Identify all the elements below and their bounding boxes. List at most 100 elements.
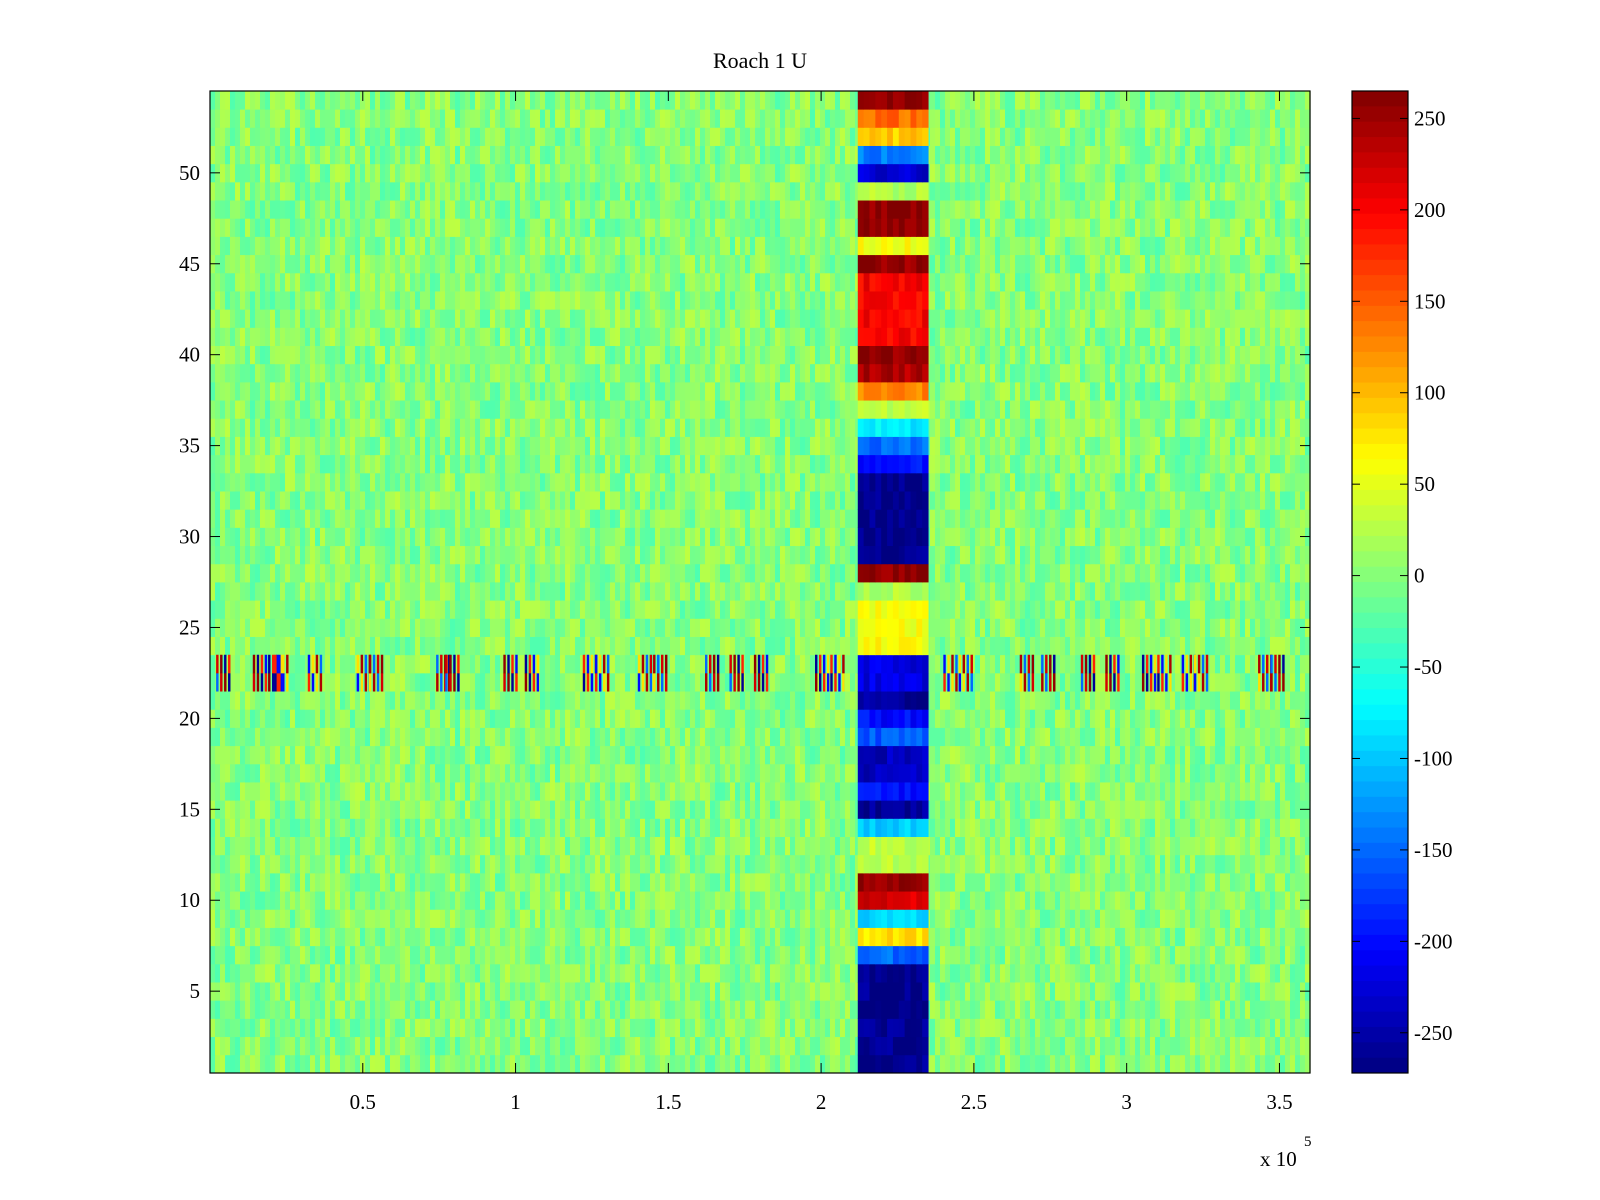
heatmap-cell — [1155, 1000, 1161, 1019]
heatmap-cell — [410, 909, 416, 928]
heatmap-cell — [325, 800, 331, 819]
heatmap-cell — [1175, 1018, 1181, 1038]
heatmap-cell — [345, 727, 351, 747]
heatmap-cell — [690, 1054, 696, 1074]
heatmap-cell — [990, 872, 996, 892]
heatmap-cell — [260, 800, 266, 819]
heatmap-cell — [995, 1000, 1001, 1019]
heatmap-cell — [685, 909, 691, 928]
heatmap-cell — [365, 891, 371, 910]
heatmap-cell — [345, 763, 351, 783]
heatmap-cell — [295, 782, 301, 801]
heatmap-cell — [830, 763, 836, 783]
heatmap-cell — [260, 909, 266, 928]
heatmap-cell — [710, 945, 716, 965]
heatmap-cell — [635, 963, 641, 983]
heatmap-cell — [805, 654, 811, 674]
heatmap-cell — [435, 782, 441, 801]
heatmap-cell — [1270, 1018, 1276, 1038]
heatmap-cell — [210, 927, 216, 947]
heatmap-cell — [1250, 818, 1256, 837]
heatmap-cell — [965, 800, 971, 819]
heatmap-cell — [600, 945, 606, 965]
heatmap-cell — [1280, 818, 1286, 837]
heatmap-cell — [405, 763, 411, 783]
heatmap-cell — [850, 818, 856, 837]
heatmap-cell — [365, 1054, 371, 1074]
heatmap-cell — [1275, 691, 1281, 710]
heatmap-cell — [460, 854, 466, 874]
heatmap-cell — [355, 945, 361, 965]
heatmap-cell — [445, 782, 451, 801]
heatmap-cell — [570, 945, 576, 965]
heatmap-cell — [1010, 891, 1016, 910]
heatmap-cell — [935, 654, 941, 674]
heatmap-cell — [1085, 963, 1091, 983]
heatmap-cell — [410, 654, 416, 674]
heatmap-cell — [680, 891, 686, 910]
heatmap-cell — [480, 763, 486, 783]
heatmap-cell — [370, 963, 376, 983]
heatmap-cell — [765, 1018, 771, 1038]
heatmap-cell — [1075, 1036, 1081, 1056]
heatmap-cell — [510, 763, 516, 783]
heatmap-cell — [1215, 891, 1221, 910]
heatmap-cell — [1155, 872, 1161, 892]
heatmap-cell — [935, 709, 941, 728]
heatmap-cell — [590, 727, 596, 747]
heatmap-cell — [1065, 1054, 1071, 1074]
heatmap-cell — [985, 818, 991, 837]
heatmap-cell — [995, 872, 1001, 892]
heatmap-cell — [1035, 672, 1041, 692]
heatmap-cell — [705, 1000, 711, 1019]
heatmap-cell — [775, 945, 781, 965]
heatmap-cell — [1250, 745, 1256, 765]
heatmap-cell — [1270, 745, 1276, 765]
heatmap-cell — [720, 654, 726, 674]
heatmap-cell — [720, 709, 726, 728]
heatmap-cell — [1085, 872, 1091, 892]
heatmap-cell — [1295, 782, 1301, 801]
heatmap-cell — [495, 1018, 501, 1038]
heatmap-cell — [1300, 909, 1306, 928]
heatmap-cell — [425, 945, 431, 965]
heatmap-cell — [975, 945, 981, 965]
heatmap-cell — [1080, 1000, 1086, 1019]
heatmap-cell — [1090, 763, 1096, 783]
heatmap-cell — [240, 745, 246, 765]
heatmap-cell — [300, 782, 306, 801]
heatmap-cell — [1300, 872, 1306, 892]
heatmap-cell — [470, 1018, 476, 1038]
heatmap-cell — [395, 945, 401, 965]
heatmap-cell — [320, 927, 326, 947]
heatmap-cell — [1150, 672, 1156, 692]
heatmap-cell — [300, 963, 306, 983]
heatmap-cell — [1025, 909, 1031, 928]
heatmap-cell — [1065, 836, 1071, 856]
heatmap-cell — [600, 727, 606, 747]
heatmap-cell — [740, 691, 746, 710]
heatmap-cell — [490, 1054, 496, 1074]
heatmap-cell — [715, 945, 721, 965]
heatmap-cell — [570, 672, 576, 692]
heatmap-cell — [720, 672, 726, 692]
heatmap-cell — [1165, 982, 1171, 1001]
heatmap-cell — [840, 782, 846, 801]
heatmap-cell — [675, 1000, 681, 1019]
heatmap-cell — [365, 1000, 371, 1019]
heatmap-cell — [1205, 909, 1211, 928]
heatmap-cell — [1240, 672, 1246, 692]
heatmap-cell — [690, 727, 696, 747]
heatmap-cell — [425, 1036, 431, 1056]
heatmap-cell — [1220, 1018, 1226, 1038]
heatmap-cell — [635, 745, 641, 765]
heatmap-cell — [520, 1000, 526, 1019]
heatmap-cell — [1085, 763, 1091, 783]
heatmap-cell — [1110, 963, 1116, 983]
heatmap-cell — [540, 872, 546, 892]
heatmap-cell — [575, 763, 581, 783]
heatmap-cell — [1200, 782, 1206, 801]
heatmap-cell — [720, 763, 726, 783]
heatmap-cell — [475, 745, 481, 765]
